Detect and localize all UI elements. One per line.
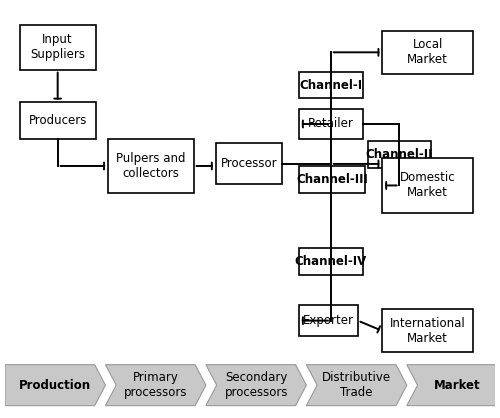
Text: Producers: Producers [28,115,87,127]
Text: Channel-III: Channel-III [296,173,368,186]
Text: Channel-I: Channel-I [300,79,362,92]
Polygon shape [106,364,206,405]
Text: Channel-IV: Channel-IV [294,255,367,268]
FancyBboxPatch shape [368,141,432,168]
Text: Channel-II: Channel-II [366,148,433,161]
Polygon shape [407,364,500,405]
Polygon shape [306,364,407,405]
Text: Market: Market [434,379,480,392]
Text: Production: Production [19,379,92,392]
Text: International
Market: International Market [390,317,466,345]
Text: Secondary
processors: Secondary processors [224,371,288,399]
FancyBboxPatch shape [216,143,282,184]
FancyBboxPatch shape [299,109,362,139]
Text: Exporter: Exporter [303,314,354,327]
Text: Processor: Processor [220,158,277,171]
Text: Local
Market: Local Market [407,38,448,66]
Text: Input
Suppliers: Input Suppliers [30,33,85,61]
Text: Distributive
Trade: Distributive Trade [322,371,391,399]
FancyBboxPatch shape [299,72,362,98]
FancyBboxPatch shape [299,305,358,336]
FancyBboxPatch shape [299,166,365,193]
Text: Retailer: Retailer [308,117,354,130]
FancyBboxPatch shape [299,248,362,275]
Text: Pulpers and
collectors: Pulpers and collectors [116,152,186,180]
FancyBboxPatch shape [382,158,473,213]
Polygon shape [206,364,306,405]
FancyBboxPatch shape [382,309,473,352]
Polygon shape [5,364,105,405]
FancyBboxPatch shape [20,102,96,139]
FancyBboxPatch shape [20,25,96,70]
Text: Domestic
Market: Domestic Market [400,171,456,199]
FancyBboxPatch shape [382,31,473,74]
FancyBboxPatch shape [108,139,194,193]
Text: Primary
processors: Primary processors [124,371,188,399]
